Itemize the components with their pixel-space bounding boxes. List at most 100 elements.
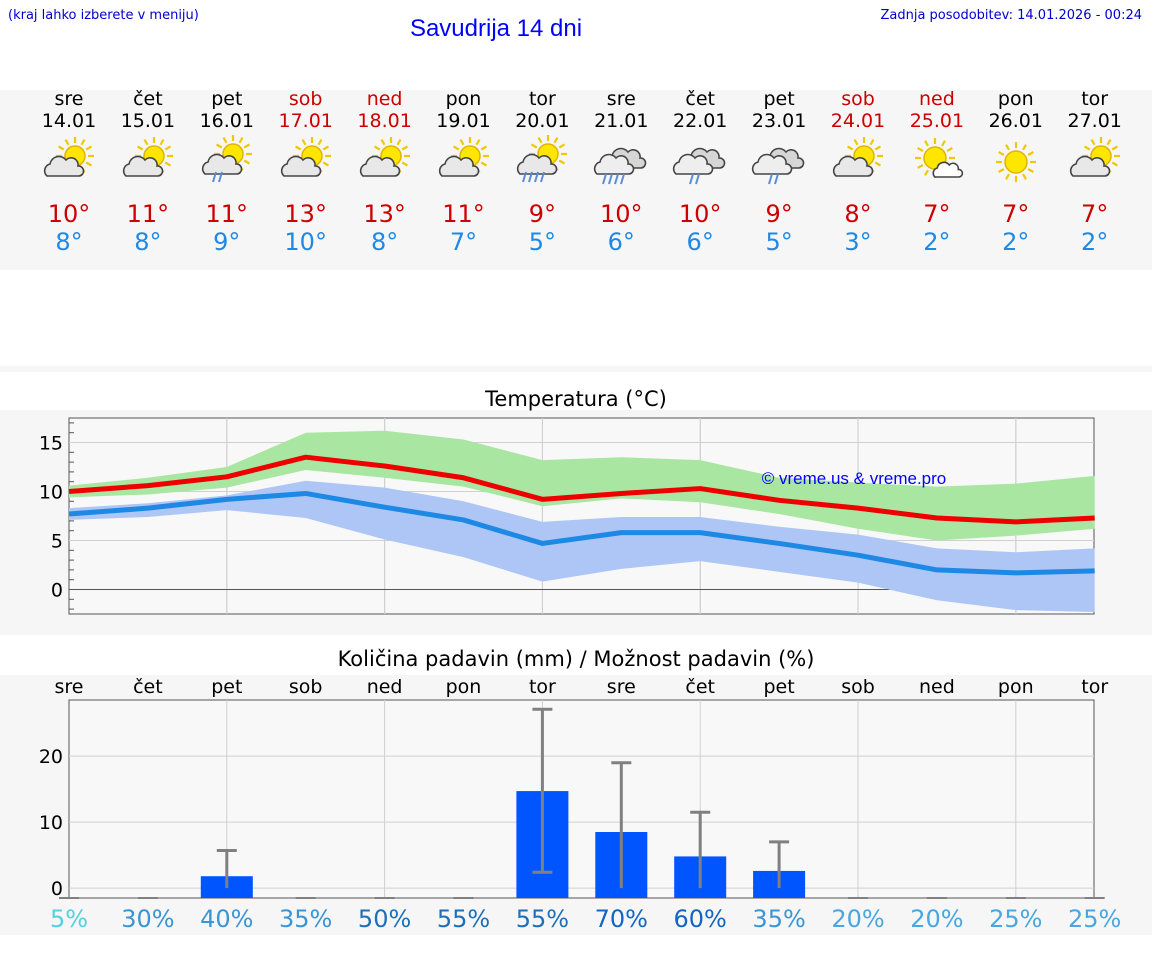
x-category-label: sre xyxy=(55,676,84,698)
min-temperature: 9° xyxy=(213,228,241,256)
page-title: Savudrija 14 dni xyxy=(409,15,583,42)
day-name: pet xyxy=(763,88,795,110)
x-category-label: pon xyxy=(998,676,1034,698)
day-column: pon 26.01 7° 2° xyxy=(976,88,1056,256)
y-tick-label: 0 xyxy=(51,580,63,602)
max-temperature: 13° xyxy=(363,200,406,228)
day-name: čet xyxy=(685,88,715,110)
partly-cloudy-icon xyxy=(832,137,883,177)
day-date: 17.01 xyxy=(278,110,333,132)
day-name: ned xyxy=(366,88,403,110)
max-temperature: 7° xyxy=(1081,200,1109,228)
location-hint: (kraj lahko izberete v meniju) xyxy=(8,8,199,23)
day-name: pon xyxy=(445,88,482,110)
day-date: 22.01 xyxy=(672,110,728,132)
y-tick-label: 10 xyxy=(39,812,63,834)
x-category-label: pet xyxy=(763,676,794,698)
x-category-label: sre xyxy=(607,676,636,698)
max-temperature: 11° xyxy=(442,200,485,228)
partly-cloudy-icon xyxy=(438,137,489,177)
partly-cloudy-icon xyxy=(1069,137,1120,177)
day-column: sob 17.01 13° 10° xyxy=(266,88,346,256)
partly-cloudy-icon xyxy=(359,137,410,177)
cloud-heavy-rain-icon xyxy=(594,147,647,185)
precipitation-probability: 25% xyxy=(1068,905,1121,933)
cloud-rain-icon xyxy=(752,147,805,185)
min-temperature-line xyxy=(68,490,1095,576)
day-column: pet 16.01 11° 9° xyxy=(187,88,267,256)
day-name: sob xyxy=(288,88,323,110)
day-name: sre xyxy=(606,88,636,110)
max-temperature: 10° xyxy=(600,200,643,228)
day-date: 15.01 xyxy=(120,110,176,132)
min-temperature: 7° xyxy=(449,228,478,256)
y-tick-label: 0 xyxy=(51,878,63,900)
last-updated: Zadnja posodobitev: 14.01.2026 - 00:24 xyxy=(880,8,1142,23)
day-name: sre xyxy=(54,88,84,110)
max-temperature: 7° xyxy=(923,200,951,228)
precipitation-probability: 35% xyxy=(279,905,332,933)
day-column: sre 21.01 10° 6° xyxy=(581,88,661,256)
y-tick-label: 15 xyxy=(39,433,63,455)
sun-cloud-rain-icon xyxy=(201,135,252,183)
day-column: pet 23.01 9° 5° xyxy=(739,88,819,256)
day-column: čet 22.01 10° 6° xyxy=(660,88,740,256)
x-category-label: sob xyxy=(289,676,323,698)
day-column: čet 15.01 11° 8° xyxy=(108,88,188,256)
max-temperature: 10° xyxy=(47,200,91,228)
day-date: 14.01 xyxy=(41,110,97,132)
day-date: 18.01 xyxy=(357,110,412,132)
min-temperature: 2° xyxy=(1081,228,1109,256)
max-temperature: 8° xyxy=(844,200,872,228)
max-temperature: 9° xyxy=(765,200,793,228)
day-name: sob xyxy=(841,88,875,110)
day-column: ned 25.01 7° 2° xyxy=(897,88,977,256)
day-date: 20.01 xyxy=(515,110,570,132)
precipitation-probability: 20% xyxy=(831,905,884,933)
x-category-label: tor xyxy=(529,676,556,698)
day-column: sre 14.01 10° 8° xyxy=(29,88,109,256)
day-name: ned xyxy=(918,88,955,110)
precipitation-probability: 20% xyxy=(910,905,963,933)
partly-cloudy-icon xyxy=(280,137,331,177)
day-name: čet xyxy=(133,88,163,110)
precipitation-probability: 5% xyxy=(50,905,88,933)
day-date: 25.01 xyxy=(909,110,965,132)
precipitation-probability: 55% xyxy=(516,905,569,933)
x-category-label: pon xyxy=(446,676,482,698)
max-temperature-line xyxy=(68,454,1095,525)
precipitation-probability: 35% xyxy=(752,905,805,933)
day-column: tor 27.01 7° 2° xyxy=(1055,88,1135,256)
day-column: pon 19.01 11° 7° xyxy=(424,88,504,256)
x-category-label: ned xyxy=(919,676,955,698)
day-column: sob 24.01 8° 3° xyxy=(818,88,898,256)
forecast-band xyxy=(0,90,1152,270)
day-column: tor 20.01 9° 5° xyxy=(502,88,582,256)
day-date: 26.01 xyxy=(988,110,1043,132)
watermark: © vreme.us & vreme.pro xyxy=(762,469,946,488)
day-date: 16.01 xyxy=(199,110,254,132)
day-name: pet xyxy=(211,88,243,110)
x-category-label: ned xyxy=(367,676,403,698)
day-date: 23.01 xyxy=(751,110,807,132)
min-temperature: 10° xyxy=(284,228,327,256)
max-temperature: 13° xyxy=(284,200,327,228)
day-column: ned 18.01 13° 8° xyxy=(345,88,425,256)
precipitation-probability: 40% xyxy=(200,905,253,933)
precipitation-probability: 50% xyxy=(358,905,411,933)
min-temperature: 5° xyxy=(765,228,793,256)
divider xyxy=(0,366,1152,372)
precipitation-probability: 25% xyxy=(989,905,1042,933)
min-temperature: 8° xyxy=(134,228,162,256)
max-temperature: 9° xyxy=(528,200,557,228)
day-date: 27.01 xyxy=(1067,110,1122,132)
max-temperature: 7° xyxy=(1002,200,1030,228)
precipitation-chart-title: Količina padavin (mm) / Možnost padavin … xyxy=(337,647,815,671)
sun-small-cloud-icon xyxy=(914,138,964,178)
x-category-label: čet xyxy=(133,676,163,698)
max-temperature: 11° xyxy=(126,200,170,228)
min-temperature: 2° xyxy=(1002,228,1030,256)
min-range-band xyxy=(69,480,1095,613)
day-name: tor xyxy=(528,88,556,110)
